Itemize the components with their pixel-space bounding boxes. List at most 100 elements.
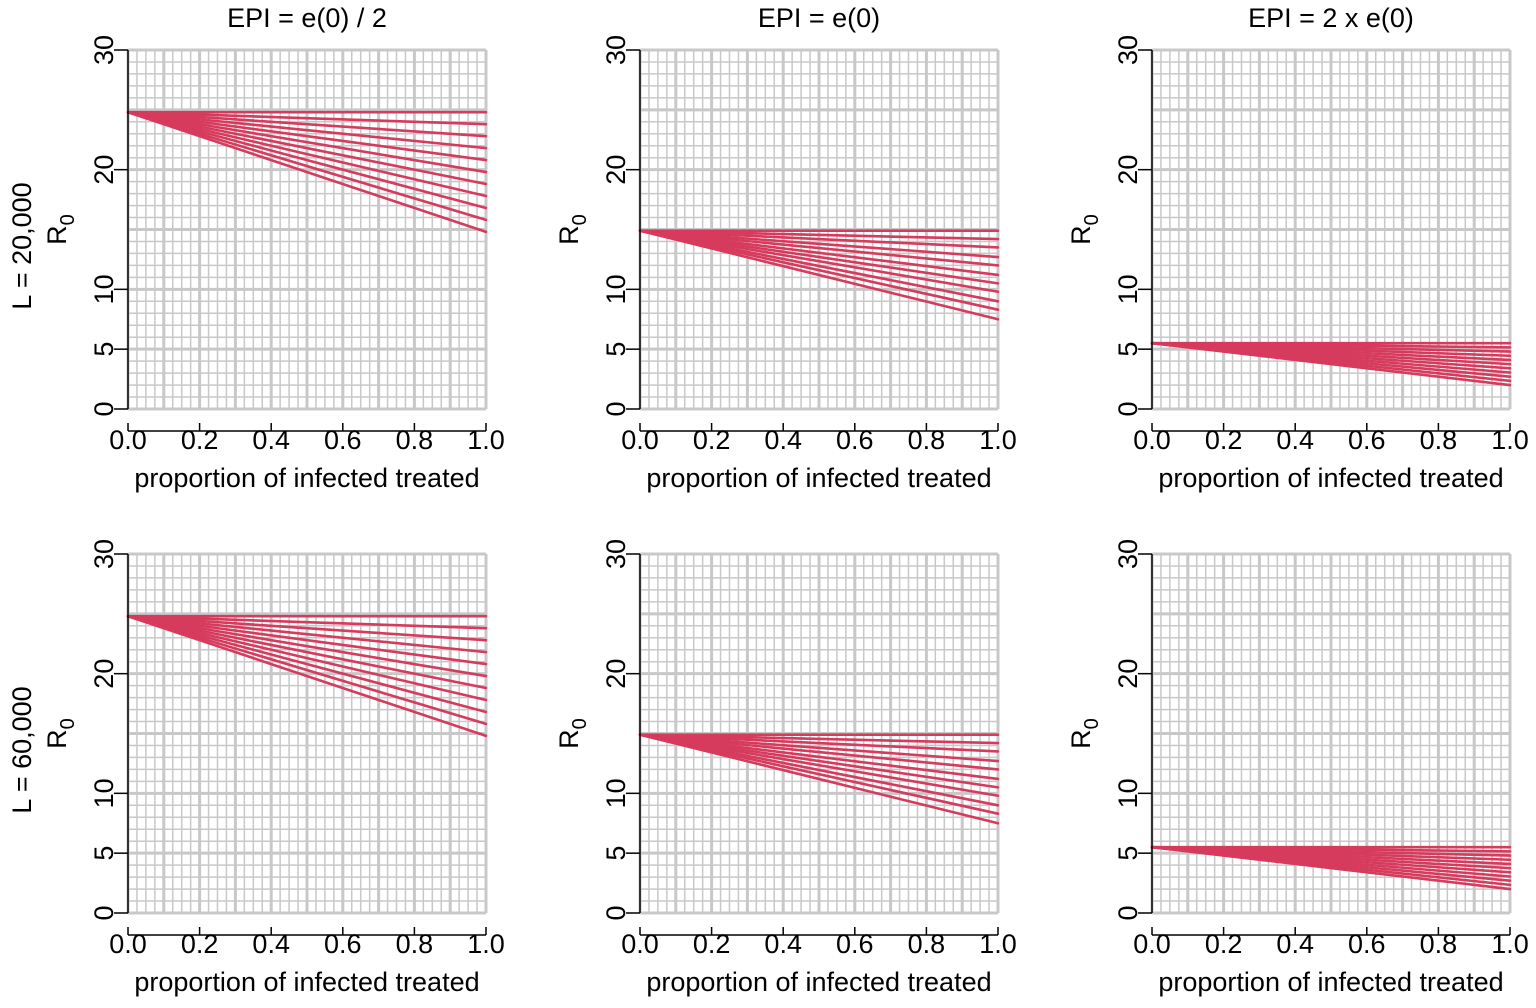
y-tick-label: 30	[1113, 35, 1143, 65]
series-line-7	[126, 614, 488, 702]
x-tick-label: 1.0	[467, 929, 505, 959]
panel-1-1: 0.0 0.2 0.4 0.6 0.8 1.0 0 5 10 20 30 proportion of …	[554, 539, 1017, 997]
x-tick-label: 0.4	[764, 425, 802, 455]
series-line-2	[126, 110, 488, 138]
series-line-7	[638, 229, 1000, 294]
series-line-10	[1150, 341, 1512, 387]
series-line-2	[126, 614, 488, 642]
x-tick-label: 0.2	[1205, 929, 1243, 959]
series-line-5	[638, 733, 1000, 781]
y-tick-label: 0	[601, 401, 631, 416]
series-group	[1150, 845, 1512, 891]
series-group	[638, 733, 1000, 825]
panel-title: EPI = e(0) / 2	[227, 3, 387, 33]
y-tick-label: 5	[1113, 846, 1143, 861]
x-tick-label: 0.4	[252, 929, 290, 959]
x-tick-label: 0.2	[693, 425, 731, 455]
grid	[126, 48, 488, 411]
series-line-4	[638, 733, 1000, 771]
series-line-1	[638, 229, 1000, 241]
series-line-10	[126, 110, 488, 234]
x-tick-label: 1.0	[467, 425, 505, 455]
y-tick-label: 20	[89, 659, 119, 689]
series-line-4	[126, 110, 488, 162]
y-tick-label: 10	[89, 274, 119, 304]
series-line-8	[638, 733, 1000, 807]
series-line-5	[638, 229, 1000, 277]
panel-1-2: 0.0 0.2 0.4 0.6 0.8 1.0 0 5 10 20 30 proportion of …	[1066, 539, 1529, 997]
x-tick-label: 0.4	[764, 929, 802, 959]
x-tick-label: 0.0	[109, 929, 147, 959]
series-line-6	[126, 110, 488, 186]
y-tick-label: 20	[601, 155, 631, 185]
series-line-1	[638, 733, 1000, 745]
series-line-4	[638, 229, 1000, 267]
y-axis-label: R0	[554, 718, 591, 749]
x-tick-label: 0.6	[836, 929, 874, 959]
series-line-8	[638, 229, 1000, 303]
series-line-2	[638, 229, 1000, 249]
axes: 0.0 0.2 0.4 0.6 0.8 1.0 0 5 10 20 30	[1113, 35, 1529, 455]
panel-0-2: 0.0 0.2 0.4 0.6 0.8 1.0 0 5 10 20 30 proportion of …	[1066, 3, 1529, 493]
y-tick-label: 20	[601, 659, 631, 689]
x-axis-label: proportion of infected treated	[646, 463, 991, 493]
series-group	[1150, 341, 1512, 387]
axes: 0.0 0.2 0.4 0.6 0.8 1.0 0 5 10 20 30	[89, 35, 505, 455]
series-line-8	[126, 614, 488, 714]
series-line-10	[638, 733, 1000, 825]
y-tick-label: 10	[1113, 274, 1143, 304]
y-tick-label: 5	[89, 846, 119, 861]
series-line-3	[126, 614, 488, 654]
x-tick-label: 0.8	[1420, 929, 1458, 959]
series-line-9	[638, 229, 1000, 311]
x-tick-label: 0.6	[836, 425, 874, 455]
grid	[126, 552, 488, 915]
x-tick-label: 0.2	[1205, 425, 1243, 455]
x-axis-label: proportion of infected treated	[646, 967, 991, 997]
x-tick-label: 0.4	[1276, 929, 1314, 959]
row-label-0: L = 20,000	[7, 182, 37, 309]
x-tick-label: 0.0	[621, 929, 659, 959]
series-line-5	[126, 110, 488, 174]
x-tick-label: 0.0	[1133, 425, 1171, 455]
y-tick-label: 30	[89, 35, 119, 65]
series-line-5	[126, 614, 488, 678]
x-tick-label: 0.8	[908, 425, 946, 455]
series-line-7	[638, 733, 1000, 798]
x-tick-label: 1.0	[1491, 425, 1529, 455]
y-tick-label: 5	[601, 846, 631, 861]
x-tick-label: 0.0	[621, 425, 659, 455]
x-tick-label: 1.0	[1491, 929, 1529, 959]
y-axis-label: R0	[1066, 718, 1103, 749]
y-tick-label: 10	[601, 274, 631, 304]
x-tick-label: 0.0	[1133, 929, 1171, 959]
x-axis-label: proportion of infected treated	[1158, 463, 1503, 493]
series-line-2	[638, 733, 1000, 753]
x-tick-label: 0.2	[181, 929, 219, 959]
series-line-6	[126, 614, 488, 690]
series-line-8	[126, 110, 488, 210]
y-tick-label: 20	[1113, 155, 1143, 185]
y-tick-label: 0	[1113, 905, 1143, 920]
x-tick-label: 0.2	[181, 425, 219, 455]
series-line-3	[126, 110, 488, 150]
row-label-1: L = 60,000	[7, 686, 37, 813]
series-line-9	[126, 614, 488, 726]
axes: 0.0 0.2 0.4 0.6 0.8 1.0 0 5 10 20 30	[601, 35, 1017, 455]
x-axis-label: proportion of infected treated	[134, 967, 479, 997]
y-tick-label: 30	[1113, 539, 1143, 569]
x-tick-label: 0.8	[396, 929, 434, 959]
x-tick-label: 0.0	[109, 425, 147, 455]
y-tick-label: 30	[601, 35, 631, 65]
panel-1-0: 0.0 0.2 0.4 0.6 0.8 1.0 0 5 10 20 30 proportion of …	[42, 539, 505, 997]
x-tick-label: 0.6	[1348, 929, 1386, 959]
y-tick-label: 5	[601, 342, 631, 357]
y-axis-label: R0	[1066, 214, 1103, 245]
y-axis-label: R0	[554, 214, 591, 245]
x-tick-label: 0.6	[1348, 425, 1386, 455]
series-group	[126, 110, 488, 234]
y-tick-label: 0	[1113, 401, 1143, 416]
y-tick-label: 0	[89, 905, 119, 920]
x-tick-label: 0.4	[252, 425, 290, 455]
